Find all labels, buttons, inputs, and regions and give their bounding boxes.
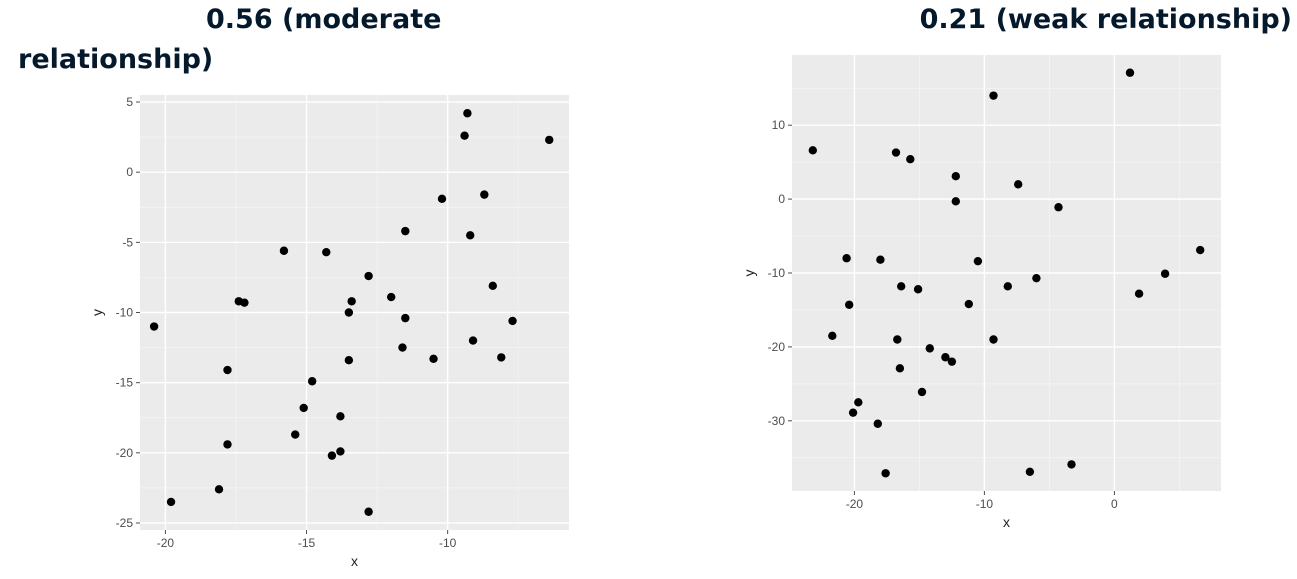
left-data-point <box>166 497 176 507</box>
left-data-point <box>336 447 345 456</box>
right-data-point <box>925 344 934 353</box>
left-data-point <box>466 231 475 240</box>
right-data-point <box>893 335 902 344</box>
left-data-point <box>307 377 317 386</box>
right-data-point <box>848 408 858 417</box>
left-data-point <box>460 131 469 140</box>
right-data-point <box>828 331 837 341</box>
right-x-tick-label: 0 <box>1111 497 1118 511</box>
right-data-point <box>947 357 957 366</box>
left-data-point <box>468 336 478 345</box>
right-data-point <box>1160 269 1170 278</box>
left-y-tick-label: -20 <box>116 446 134 460</box>
left-data-point <box>240 298 249 307</box>
left-data-point <box>279 246 289 255</box>
right-data-point <box>951 171 960 181</box>
right-x-tick-label: -20 <box>846 497 864 511</box>
left-data-point <box>398 343 407 352</box>
left-x-tick-label: -15 <box>298 536 316 550</box>
left-x-tick-label: -10 <box>439 536 457 550</box>
right-y-axis-label: y <box>741 270 757 277</box>
left-data-point <box>545 135 554 145</box>
left-data-point <box>223 365 232 375</box>
right-data-point <box>1014 180 1023 189</box>
left-y-tick-label: -10 <box>116 306 134 320</box>
left-y-tick-label: -15 <box>116 376 134 390</box>
left-y-tick-label: 5 <box>126 95 133 109</box>
right-data-point <box>1032 273 1041 283</box>
right-data-point <box>973 256 983 266</box>
right-data-point <box>1003 282 1012 291</box>
right-y-tick-label: 10 <box>772 118 786 132</box>
right-y-tick-label: -30 <box>768 414 786 428</box>
left-data-point <box>488 281 497 291</box>
left-data-point <box>223 440 232 449</box>
right-data-point <box>845 300 854 309</box>
left-data-point <box>364 507 373 516</box>
right-y-tick-label: -10 <box>768 266 786 280</box>
right-data-point <box>941 353 950 362</box>
left-x-axis-label: x <box>351 553 358 569</box>
left-data-point <box>508 316 517 326</box>
right-data-point <box>989 91 998 100</box>
right-x-axis-label: x <box>1003 514 1010 530</box>
left-data-point <box>437 194 447 204</box>
right-data-point <box>854 398 863 407</box>
left-data-point <box>401 313 410 323</box>
right-x-tick-label: -10 <box>976 497 994 511</box>
right-data-point <box>906 154 915 164</box>
right-data-point <box>989 335 998 344</box>
left-y-axis-label: y <box>89 309 105 316</box>
right-data-point <box>1134 289 1144 298</box>
left-data-point <box>401 226 410 236</box>
left-y-tick-label: -25 <box>116 516 134 530</box>
left-data-point <box>347 297 356 306</box>
right-data-point <box>964 299 973 309</box>
right-data-point <box>895 364 905 373</box>
right-data-point <box>1125 68 1135 77</box>
chart-title-right: 0.21 (weak relationship) <box>919 4 1292 35</box>
right-y-tick-label: -20 <box>768 340 786 354</box>
chart-title-left: 0.56 (moderate relationship) <box>18 4 442 75</box>
left-data-point <box>336 412 345 421</box>
right-data-point <box>808 146 817 155</box>
right-data-point <box>951 197 960 206</box>
left-data-point <box>291 430 300 439</box>
left-data-point <box>429 354 438 364</box>
left-data-point <box>299 403 308 413</box>
right-data-point <box>881 469 890 478</box>
left-data-point <box>327 451 337 460</box>
left-data-point <box>463 109 472 118</box>
left-data-point <box>149 322 159 331</box>
right-data-point <box>873 419 882 428</box>
right-data-point <box>913 285 923 294</box>
left-data-point <box>364 271 373 281</box>
right-data-point <box>891 148 901 157</box>
left-data-point <box>497 353 506 362</box>
right-data-point <box>917 387 927 397</box>
right-data-point <box>897 282 906 291</box>
left-data-point <box>344 356 354 365</box>
right-data-point <box>1067 460 1076 469</box>
left-data-point <box>344 308 354 317</box>
right-data-point <box>842 254 851 263</box>
left-data-point <box>480 190 489 199</box>
left-data-point <box>214 485 224 494</box>
right-data-point <box>1054 203 1063 212</box>
left-x-tick-label: -20 <box>157 536 175 550</box>
right-data-point <box>876 255 885 264</box>
left-data-point <box>386 292 396 302</box>
left-data-point <box>322 247 331 257</box>
right-y-tick-label: 0 <box>778 192 785 206</box>
left-y-tick-label: -5 <box>122 235 133 249</box>
right-data-point <box>1196 245 1205 255</box>
left-y-tick-label: 0 <box>126 165 133 179</box>
right-data-point <box>1025 467 1035 476</box>
